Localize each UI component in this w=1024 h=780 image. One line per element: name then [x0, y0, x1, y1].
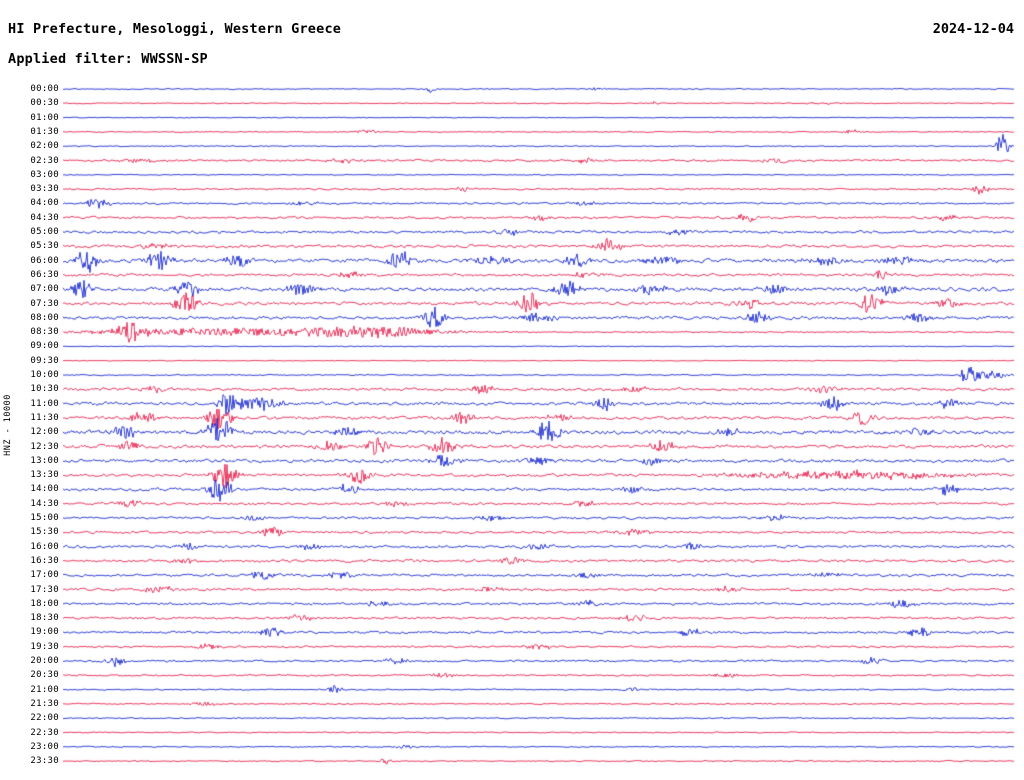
time-label: 15:00	[30, 513, 59, 523]
time-label: 04:00	[30, 198, 59, 209]
time-label: 06:30	[30, 269, 59, 280]
time-label: 01:30	[30, 126, 59, 137]
time-label: 21:00	[30, 684, 59, 695]
time-label: 04:30	[30, 212, 59, 223]
time-label: 19:00	[30, 627, 59, 638]
time-label: 22:00	[30, 713, 59, 724]
time-label: 12:30	[30, 441, 59, 452]
time-label: 13:00	[30, 455, 59, 466]
time-label: 23:00	[30, 741, 59, 752]
station-title: HI Prefecture, Mesologgi, Western Greece	[8, 21, 342, 37]
time-label: 14:30	[30, 498, 59, 509]
time-label: 02:00	[30, 141, 59, 152]
time-label: 18:30	[30, 613, 59, 624]
time-label: 08:00	[30, 312, 59, 323]
time-label: 11:00	[30, 398, 59, 409]
time-label: 15:30	[30, 527, 59, 538]
time-label: 11:30	[30, 412, 59, 423]
time-label: 14:00	[30, 484, 59, 495]
time-label: 20:00	[30, 656, 59, 666]
time-label: 07:00	[30, 284, 59, 295]
time-axis: 00:00 00:30 01:00 01:30 02:00 02:30 03:00 03:30…	[0, 0, 60, 780]
filter-label: Applied filter: WWSSN-SP	[8, 51, 208, 67]
time-label: 16:30	[30, 555, 59, 566]
time-label: 23:30	[30, 756, 59, 767]
time-label: 02:30	[30, 155, 59, 166]
time-label: 17:30	[30, 584, 59, 595]
time-label: 10:30	[30, 384, 59, 395]
time-label: 05:30	[30, 241, 59, 252]
time-label: 19:30	[30, 641, 59, 652]
time-label: 12:00	[30, 427, 59, 438]
time-label: 00:30	[30, 98, 59, 109]
time-label: 00:00	[30, 84, 59, 94]
time-label: 18:00	[30, 598, 59, 609]
time-label: 13:30	[30, 470, 59, 481]
time-label: 10:00	[30, 370, 59, 380]
time-label: 09:00	[30, 341, 59, 352]
time-label: 01:00	[30, 112, 59, 123]
time-label: 06:00	[30, 255, 59, 266]
time-label: 21:30	[30, 698, 59, 709]
time-label: 08:30	[30, 327, 59, 338]
time-label: 22:30	[30, 727, 59, 738]
time-label: 03:30	[30, 184, 59, 195]
time-label: 05:00	[30, 227, 59, 237]
time-label: 16:00	[30, 541, 59, 552]
time-label: 20:30	[30, 670, 59, 681]
time-label: 03:00	[30, 169, 59, 180]
time-label: 17:00	[30, 570, 59, 581]
time-label: 09:30	[30, 355, 59, 366]
date-label: 2024-12-04	[932, 21, 1014, 37]
time-label: 07:30	[30, 298, 59, 309]
